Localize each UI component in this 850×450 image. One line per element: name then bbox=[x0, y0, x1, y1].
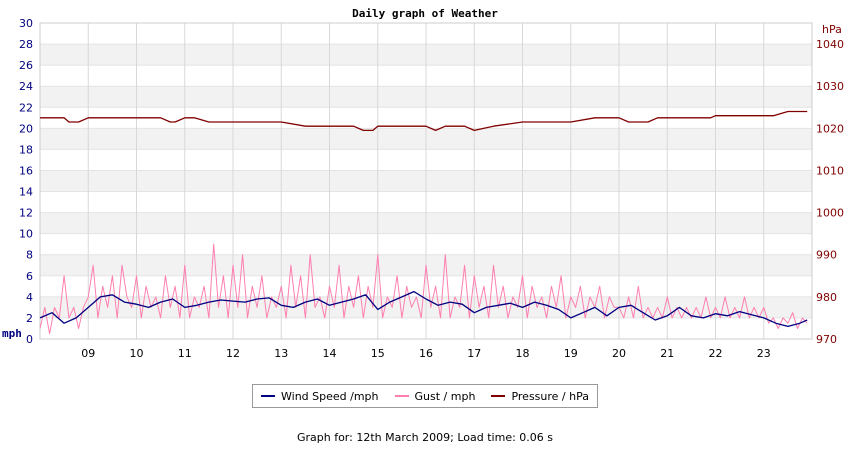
left-tick-label: 2 bbox=[26, 312, 33, 325]
x-axis-ticks: 09 10 11 12 13 14 15 16 17 18 19 20 21 22 23 bbox=[81, 347, 771, 360]
left-tick-label: 30 bbox=[19, 17, 33, 30]
legend-swatch-wind bbox=[261, 395, 275, 397]
x-tick-label: 19 bbox=[564, 347, 578, 360]
x-tick-label: 10 bbox=[130, 347, 144, 360]
left-tick-label: 24 bbox=[19, 80, 33, 93]
x-tick-label: 17 bbox=[467, 347, 481, 360]
right-tick-label: 1040 bbox=[816, 38, 844, 51]
x-tick-label: 16 bbox=[419, 347, 433, 360]
right-tick-label: 1030 bbox=[816, 80, 844, 93]
wind-speed-line bbox=[39, 290, 808, 328]
left-tick-label: 26 bbox=[19, 59, 33, 72]
x-tick-label: 23 bbox=[757, 347, 771, 360]
legend: Wind Speed /mph Gust / mph Pressure / hP… bbox=[252, 384, 598, 408]
legend-swatch-gust bbox=[394, 395, 409, 397]
left-tick-label: 20 bbox=[19, 122, 33, 135]
legend-item-gust: Gust / mph bbox=[394, 389, 476, 403]
legend-item-wind: Wind Speed /mph bbox=[261, 390, 379, 403]
x-tick-label: 21 bbox=[660, 347, 674, 360]
x-tick-label: 09 bbox=[81, 347, 95, 360]
left-tick-label: 22 bbox=[19, 101, 33, 114]
right-tick-label: 1010 bbox=[816, 164, 844, 177]
pressure-line bbox=[40, 110, 808, 132]
x-tick-label: 18 bbox=[516, 347, 530, 360]
right-tick-label: 970 bbox=[816, 333, 837, 346]
left-tick-label: 8 bbox=[26, 249, 33, 262]
right-axis-ticks: 970 980 990 1000 1010 1020 1030 1040 bbox=[816, 38, 844, 346]
legend-label-wind: Wind Speed /mph bbox=[281, 389, 379, 403]
chart-title: Daily graph of Weather bbox=[352, 7, 498, 20]
x-tick-label: 14 bbox=[323, 347, 337, 360]
left-tick-label: 0 bbox=[26, 333, 33, 346]
x-tick-label: 20 bbox=[612, 347, 626, 360]
x-tick-label: 12 bbox=[226, 347, 240, 360]
right-tick-label: 1000 bbox=[816, 207, 844, 220]
left-tick-label: 12 bbox=[19, 207, 33, 220]
series-layer bbox=[39, 110, 808, 335]
legend-label-gust: Gust / mph bbox=[414, 389, 476, 403]
x-tick-label: 11 bbox=[178, 347, 192, 360]
left-tick-label: 28 bbox=[19, 38, 33, 51]
legend-label-pressure: Pressure / hPa bbox=[511, 389, 589, 403]
legend-item-pressure: Pressure / hPa bbox=[491, 390, 589, 403]
x-tick-label: 13 bbox=[274, 347, 288, 360]
left-tick-label: 14 bbox=[19, 186, 33, 199]
x-tick-label: 22 bbox=[709, 347, 723, 360]
left-tick-label: 10 bbox=[19, 228, 33, 241]
x-tick-label: 15 bbox=[371, 347, 385, 360]
gust-line bbox=[39, 243, 808, 335]
right-axis-unit: hPa bbox=[822, 23, 842, 36]
right-tick-label: 1020 bbox=[816, 122, 844, 135]
left-tick-label: 18 bbox=[19, 143, 33, 156]
left-tick-label: 6 bbox=[26, 270, 33, 283]
left-tick-label: 4 bbox=[26, 291, 33, 304]
right-tick-label: 990 bbox=[816, 249, 837, 262]
left-axis-unit: mph bbox=[2, 327, 22, 340]
legend-swatch-pressure bbox=[491, 395, 506, 397]
plot-frame bbox=[39, 22, 813, 340]
right-tick-label: 980 bbox=[816, 291, 837, 304]
footer-text: Graph for: 12th March 2009; Load time: 0… bbox=[296, 431, 554, 444]
left-tick-label: 16 bbox=[19, 164, 33, 177]
